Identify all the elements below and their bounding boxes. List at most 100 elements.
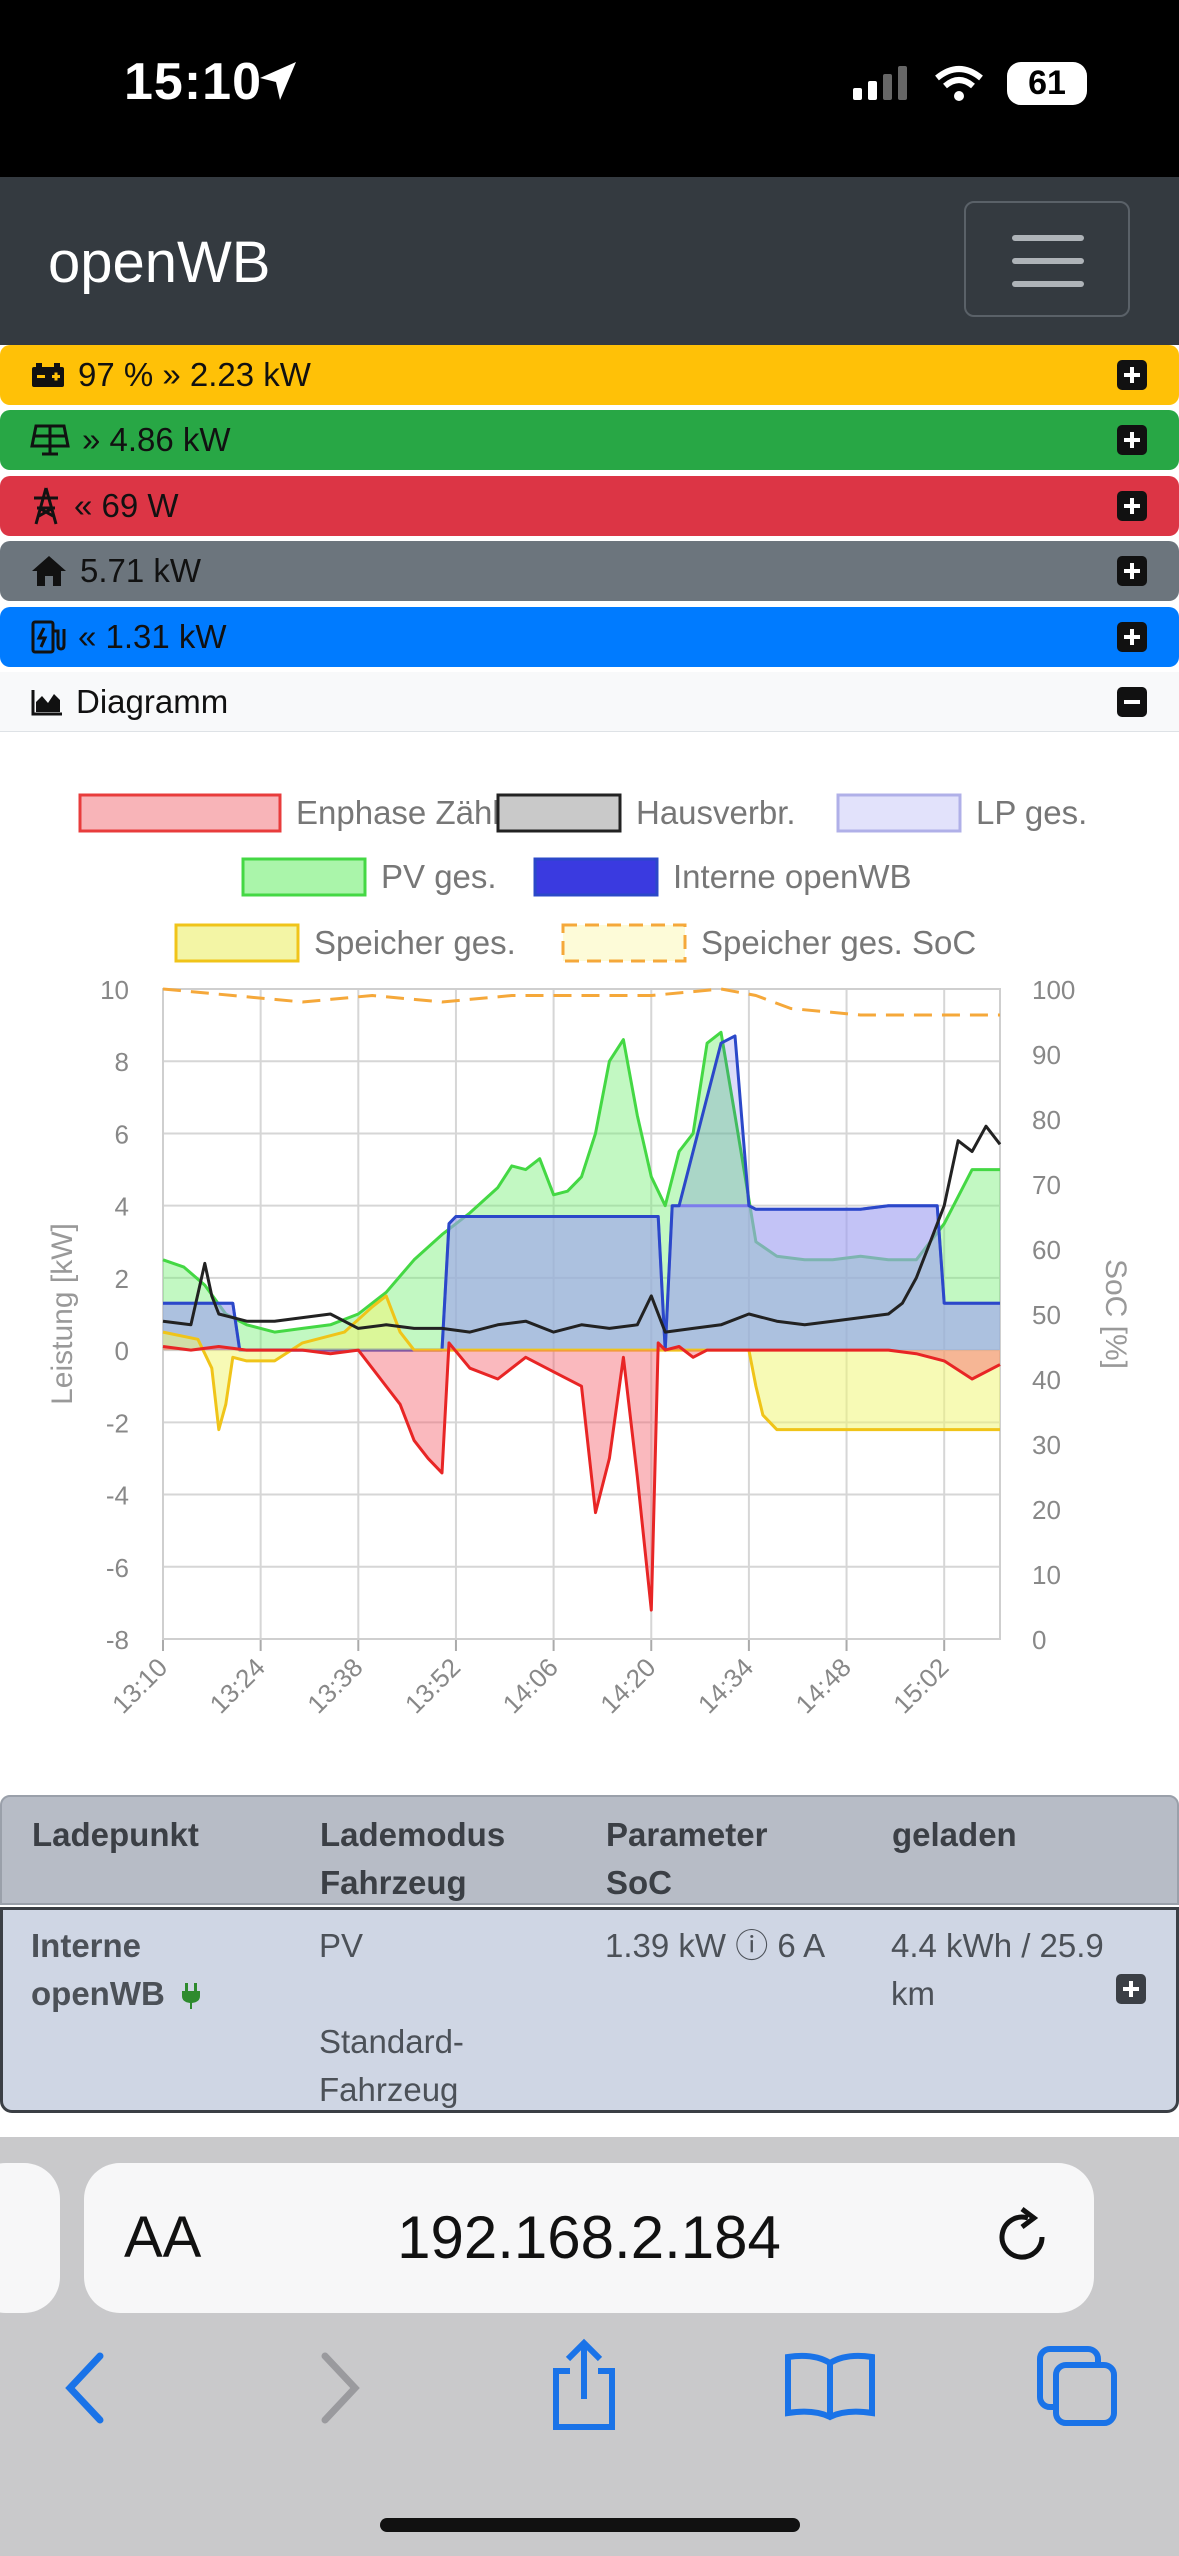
x-tick-label: 13:24 (204, 1652, 271, 1719)
menu-toggle-button[interactable] (964, 201, 1130, 317)
x-tick-label: 14:06 (497, 1652, 564, 1719)
address-bar[interactable]: AA 192.168.2.184 (84, 2163, 1094, 2313)
y2-axis-title: SoC [%] (1099, 1259, 1132, 1369)
y-tick-label: 6 (115, 1119, 129, 1149)
y2-tick-label: 50 (1032, 1300, 1061, 1330)
series-area (163, 1035, 1000, 1351)
y2-tick-label: 20 (1032, 1495, 1061, 1525)
power-chart: Enphase Zähler Hausverbr. LP ges. PV ges. In… (0, 737, 1179, 1787)
chargepoint-value: « 1.31 kW (78, 618, 227, 655)
series-line (162, 1294, 1000, 1432)
legend-swatch (78, 793, 282, 833)
legend-label: Interne openWB (673, 858, 911, 895)
y-tick-label: 2 (115, 1264, 129, 1294)
expand-icon[interactable] (1117, 491, 1147, 521)
x-tick-label: 13:10 (106, 1652, 173, 1719)
home-icon (32, 556, 66, 586)
series-area (163, 1205, 1000, 1351)
header-ladepunkt: Ladepunkt (32, 1816, 199, 1853)
pv-row[interactable]: » 4.86 kW (0, 410, 1179, 470)
x-tick-label: 14:48 (790, 1652, 857, 1719)
tabs-icon[interactable] (1034, 2343, 1120, 2427)
cell-ladepunkt: Interne openWB (31, 1922, 202, 2018)
collapse-icon[interactable] (1117, 687, 1147, 717)
solar-panel-icon (30, 424, 70, 456)
y2-tick-label: 100 (1032, 975, 1075, 1005)
browser-toolbar: AA 192.168.2.184 (0, 2137, 1179, 2556)
x-tick-label: 15:02 (887, 1652, 954, 1719)
power-grid-icon (34, 487, 58, 525)
y-tick-label: -4 (106, 1481, 129, 1511)
grid-row[interactable]: « 69 W (0, 476, 1179, 536)
previous-tab[interactable] (0, 2163, 60, 2313)
header-lademodus: Lademodus Fahrzeug (320, 1816, 506, 1901)
series-line (163, 1034, 1000, 1352)
expand-icon[interactable] (1117, 425, 1147, 455)
y-tick-label: -6 (106, 1553, 129, 1583)
forward-icon[interactable] (315, 2350, 365, 2426)
y2-tick-label: 60 (1032, 1235, 1061, 1265)
y2-tick-label: 0 (1032, 1625, 1046, 1655)
chargepoint-row[interactable]: « 1.31 kW (0, 607, 1179, 667)
y2-tick-label: 70 (1032, 1170, 1061, 1200)
plug-icon (181, 1983, 200, 2010)
pv-value: » 4.86 kW (82, 421, 231, 458)
grid-value: « 69 W (74, 487, 179, 524)
x-tick-label: 14:34 (692, 1652, 759, 1719)
home-indicator (380, 2518, 800, 2532)
text-size-button[interactable]: AA (124, 2205, 202, 2270)
legend-label: PV ges. (381, 858, 497, 895)
y-tick-label: -2 (106, 1408, 129, 1438)
series-line (162, 987, 1000, 1017)
back-icon[interactable] (60, 2350, 110, 2426)
y-tick-label: -8 (106, 1625, 129, 1655)
charging-station-icon (31, 620, 66, 654)
legend-swatch (561, 923, 687, 963)
y2-tick-label: 90 (1032, 1040, 1061, 1070)
x-tick-label: 13:52 (399, 1652, 466, 1719)
legend-label: Speicher ges. SoC (701, 924, 976, 961)
legend-swatch (174, 923, 300, 963)
chart-svg: Enphase Zähler Hausverbr. LP ges. PV ges. In… (46, 793, 1132, 1719)
legend-swatch (496, 793, 622, 833)
diagram-row[interactable]: Diagramm (0, 672, 1179, 732)
app-brand[interactable]: openWB (48, 230, 271, 295)
status-time: 15:10 (124, 53, 262, 111)
y2-tick-label: 30 (1032, 1430, 1061, 1460)
y-tick-label: 0 (115, 1336, 129, 1366)
share-icon[interactable] (548, 2337, 620, 2433)
house-row[interactable]: 5.71 kW (0, 541, 1179, 601)
table-header: Ladepunkt Lademodus Fahrzeug Parameter SoC… (0, 1795, 1179, 1905)
header-geladen: geladen (892, 1816, 1017, 1853)
app-navbar: openWB (0, 177, 1179, 345)
series-area (163, 1295, 1000, 1430)
battery-value: 97 % » 2.23 kW (78, 356, 311, 393)
diagram-label: Diagramm (76, 682, 229, 720)
hamburger-icon (1012, 235, 1084, 241)
url-text[interactable]: 192.168.2.184 (397, 2204, 781, 2271)
house-value: 5.71 kW (80, 552, 202, 589)
y2-tick-label: 10 (1032, 1560, 1061, 1590)
x-tick-label: 14:20 (594, 1652, 661, 1719)
battery-level: 61 (1007, 62, 1087, 105)
y-axis-title: Leistung [kW] (46, 1223, 79, 1405)
x-tick-label: 13:38 (301, 1652, 368, 1719)
y-tick-label: 8 (115, 1047, 129, 1077)
cell-charged: 4.4 kWh / 25.9 km (891, 1927, 1104, 2012)
series-line (162, 1341, 1001, 1612)
reload-icon[interactable] (994, 2207, 1054, 2269)
legend-swatch (241, 857, 367, 897)
expand-icon[interactable] (1117, 556, 1147, 586)
table-row[interactable]: Interne openWB PV Standard- Fahrzeug 1.3… (0, 1907, 1179, 2113)
header-parameter: Parameter SoC (606, 1816, 768, 1901)
expand-row-icon[interactable] (1116, 1974, 1146, 2004)
expand-icon[interactable] (1117, 360, 1147, 390)
battery-row[interactable]: 97 % » 2.23 kW (0, 345, 1179, 405)
y2-tick-label: 40 (1032, 1365, 1061, 1395)
wifi-icon (935, 65, 983, 101)
expand-icon[interactable] (1117, 622, 1147, 652)
bookmarks-icon[interactable] (784, 2351, 876, 2421)
y2-tick-label: 80 (1032, 1105, 1061, 1135)
legend-label: LP ges. (976, 794, 1087, 831)
legend-label: Hausverbr. (636, 794, 796, 831)
